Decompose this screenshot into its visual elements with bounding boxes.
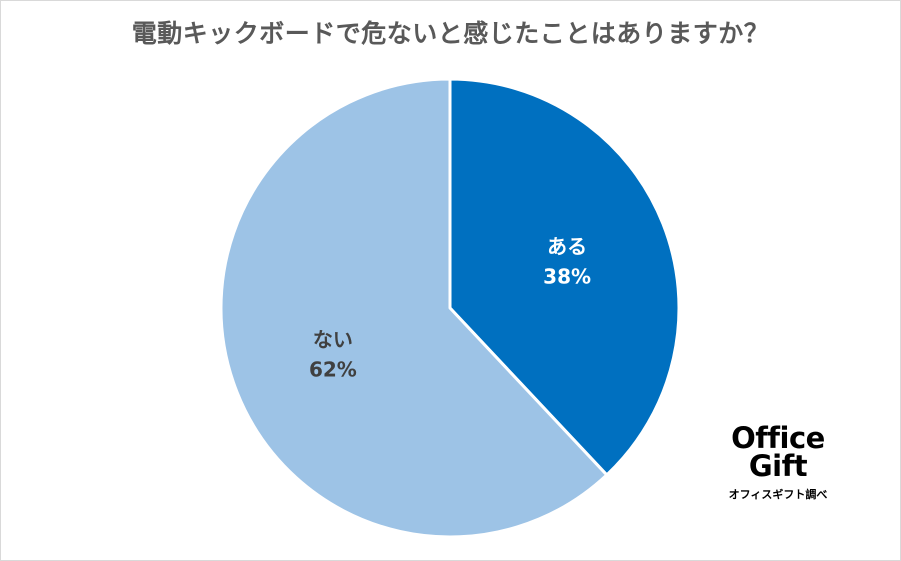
pie-slice-ある xyxy=(448,77,681,477)
pie-slice-ない xyxy=(219,77,609,539)
chart-title: 電動キックボードで危ないと感じたことはありますか？ xyxy=(131,19,770,48)
pie-label-value-ある: 38% xyxy=(543,265,591,289)
logo-subtitle: オフィスギフト調べ xyxy=(728,488,828,501)
pie-label-category-ない: ない xyxy=(313,327,353,351)
pie-label-category-ある: ある xyxy=(547,235,587,259)
logo-line-2: Gift xyxy=(748,449,808,483)
logo-line-1: Office xyxy=(731,421,825,455)
office-gift-logo: Office Gift オフィスギフト調べ xyxy=(712,424,844,502)
pie-label-value-ない: 62% xyxy=(309,357,357,381)
